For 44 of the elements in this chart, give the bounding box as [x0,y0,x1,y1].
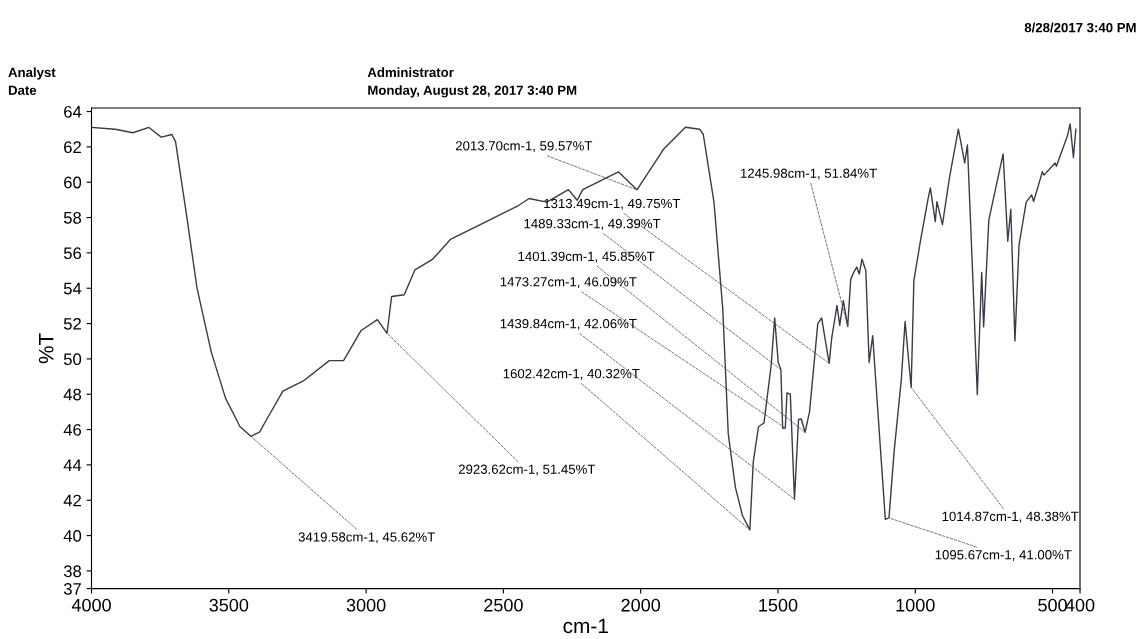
y-tick-label: 60 [64,176,82,189]
y-tick-label: 44 [63,459,82,471]
y-tick-label: 46 [63,423,82,436]
x-tick-label: 400 [1065,598,1095,612]
y-axis-title: %T [38,333,54,364]
x-axis-title: cm-1 [563,618,608,634]
x-tick-label: 2000 [621,598,661,612]
text: Monday, August 28, 2017 3:40 PM [368,85,577,98]
y-tick-label: 40 [63,529,82,542]
x-tick-label: 500 [1038,598,1067,612]
y-tick-label: 52 [63,317,81,330]
y-tick-label: 42 [63,494,81,507]
x-tick-label: 1000 [896,598,935,612]
text: Date [8,85,37,95]
annotation: 1401.39cm-1, 45.85%T [518,251,655,263]
text: Analyst [8,67,56,80]
y-tick-label: 62 [64,141,81,154]
y-tick-label: 48 [63,388,82,401]
annotation: 1489.33cm-1, 49.39%T [524,218,661,230]
annotation: 2923.62cm-1, 51.45%T [458,464,596,476]
annotation: 1439.84cm-1, 42.06%T [500,318,637,330]
annotation: 1014.87cm-1, 48.38%T [942,511,1079,523]
x-tick-label: 1500 [759,598,798,612]
text: 8/28/2017 3:40 PM [1024,22,1136,33]
y-tick-label: 64 [64,105,82,118]
y-tick-label: 38 [63,565,82,578]
annotation: 1245.98cm-1, 51.84%T [740,168,877,180]
x-tick-label: 4000 [71,598,111,612]
x-tick-label: 3500 [209,598,249,612]
annotation: 3419.58cm-1, 45.62%T [298,532,435,544]
y-tick-label: 37 [63,583,81,595]
y-tick-label: 58 [63,211,82,224]
annotation: 1473.27cm-1, 46.09%T [500,277,637,289]
annotation: 1313.49cm-1, 49.75%T [544,198,681,210]
y-tick-label: 50 [63,353,82,366]
annotation: 1602.42cm-1, 40.32%T [503,368,640,380]
y-tick-label: 54 [63,282,82,295]
x-tick-label: 2500 [484,598,523,612]
annotation: 1095.67cm-1, 41.00%T [935,550,1072,562]
text: Administrator [367,67,454,78]
line-series [91,123,1077,531]
x-tick-label: 3000 [346,598,386,612]
annotation: 2013.70cm-1, 59.57%T [455,141,593,153]
y-tick-label: 56 [63,247,82,260]
